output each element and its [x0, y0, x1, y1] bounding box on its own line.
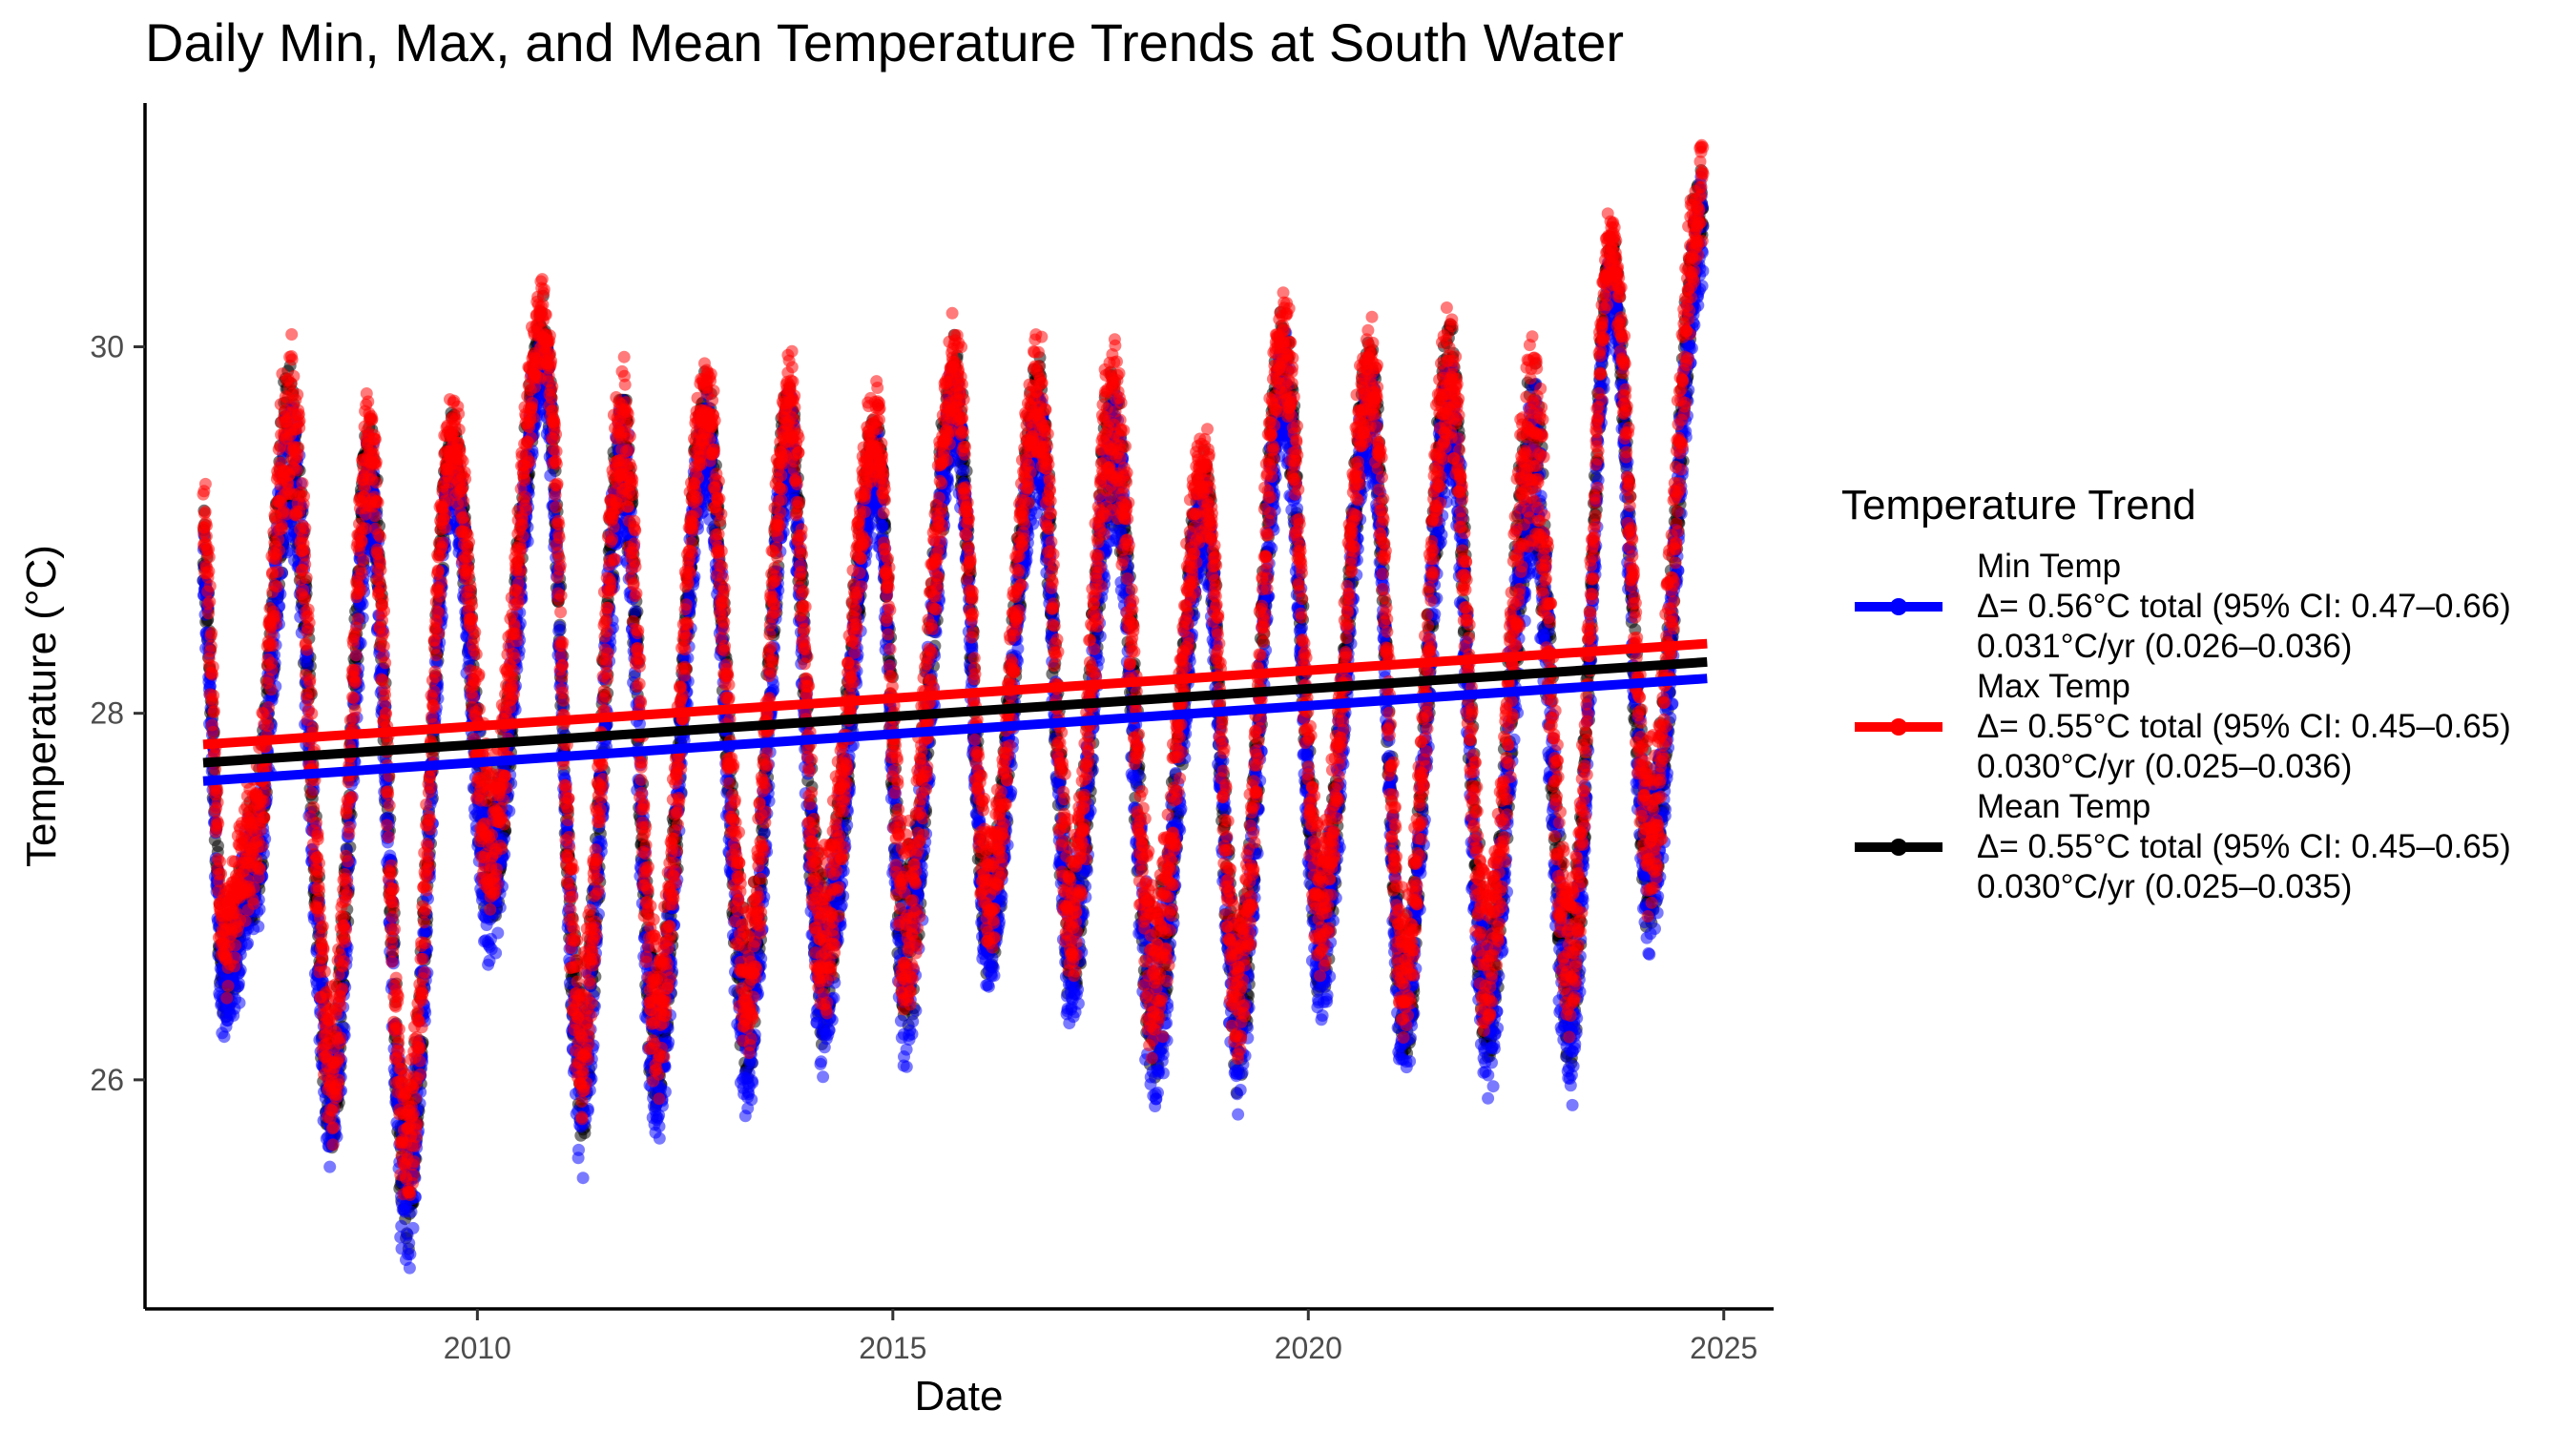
scatter-points-layer	[197, 138, 1710, 1275]
chart-title: Daily Min, Max, and Mean Temperature Tre…	[145, 12, 1625, 73]
data-point	[212, 840, 224, 853]
